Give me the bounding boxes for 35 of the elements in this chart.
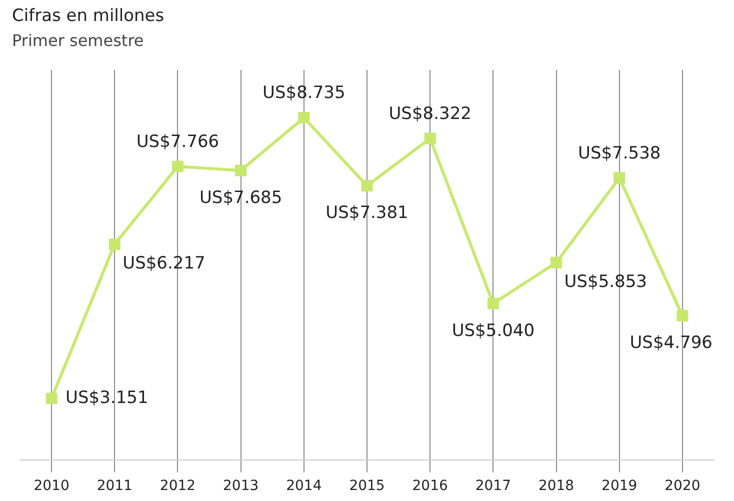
- data-label: US$7.685: [199, 188, 282, 208]
- data-label: US$8.322: [388, 104, 472, 124]
- data-label: US$8.735: [262, 83, 346, 104]
- point: [676, 310, 688, 322]
- data-label: US$4.796: [630, 333, 712, 354]
- x-tick-label: 2011: [96, 478, 132, 494]
- point: [298, 112, 310, 124]
- x-tick-label: 2013: [223, 478, 259, 494]
- point: [614, 172, 626, 184]
- data-label: US$3.151: [66, 388, 148, 408]
- x-tick-label: 2020: [664, 478, 700, 494]
- point: [550, 256, 562, 268]
- x-tick-label: 2012: [160, 478, 196, 494]
- chart-subtitle: Primer semestre: [12, 31, 144, 50]
- point: [361, 180, 373, 192]
- data-label: US$7.538: [578, 143, 661, 164]
- x-tick-label: 2016: [412, 478, 448, 494]
- data-label: US$7.381: [326, 203, 408, 224]
- x-tick-label: 2010: [34, 478, 70, 494]
- data-label: US$6.217: [122, 254, 206, 274]
- point: [487, 298, 499, 310]
- point: [235, 164, 247, 176]
- x-tick-label: 2015: [349, 478, 385, 494]
- data-label: US$5.853: [564, 272, 647, 292]
- point: [424, 132, 436, 144]
- x-tick-label: 2014: [286, 478, 322, 494]
- data-label: US$5.040: [452, 320, 535, 341]
- x-tick-label: 2019: [602, 478, 638, 494]
- data-label: US$7.766: [136, 132, 220, 152]
- point: [46, 392, 58, 404]
- x-tick-label: 2018: [538, 478, 574, 494]
- chart-title: Cifras en millones: [12, 6, 164, 26]
- point: [108, 238, 120, 250]
- x-tick-label: 2017: [475, 478, 511, 494]
- point: [172, 160, 184, 172]
